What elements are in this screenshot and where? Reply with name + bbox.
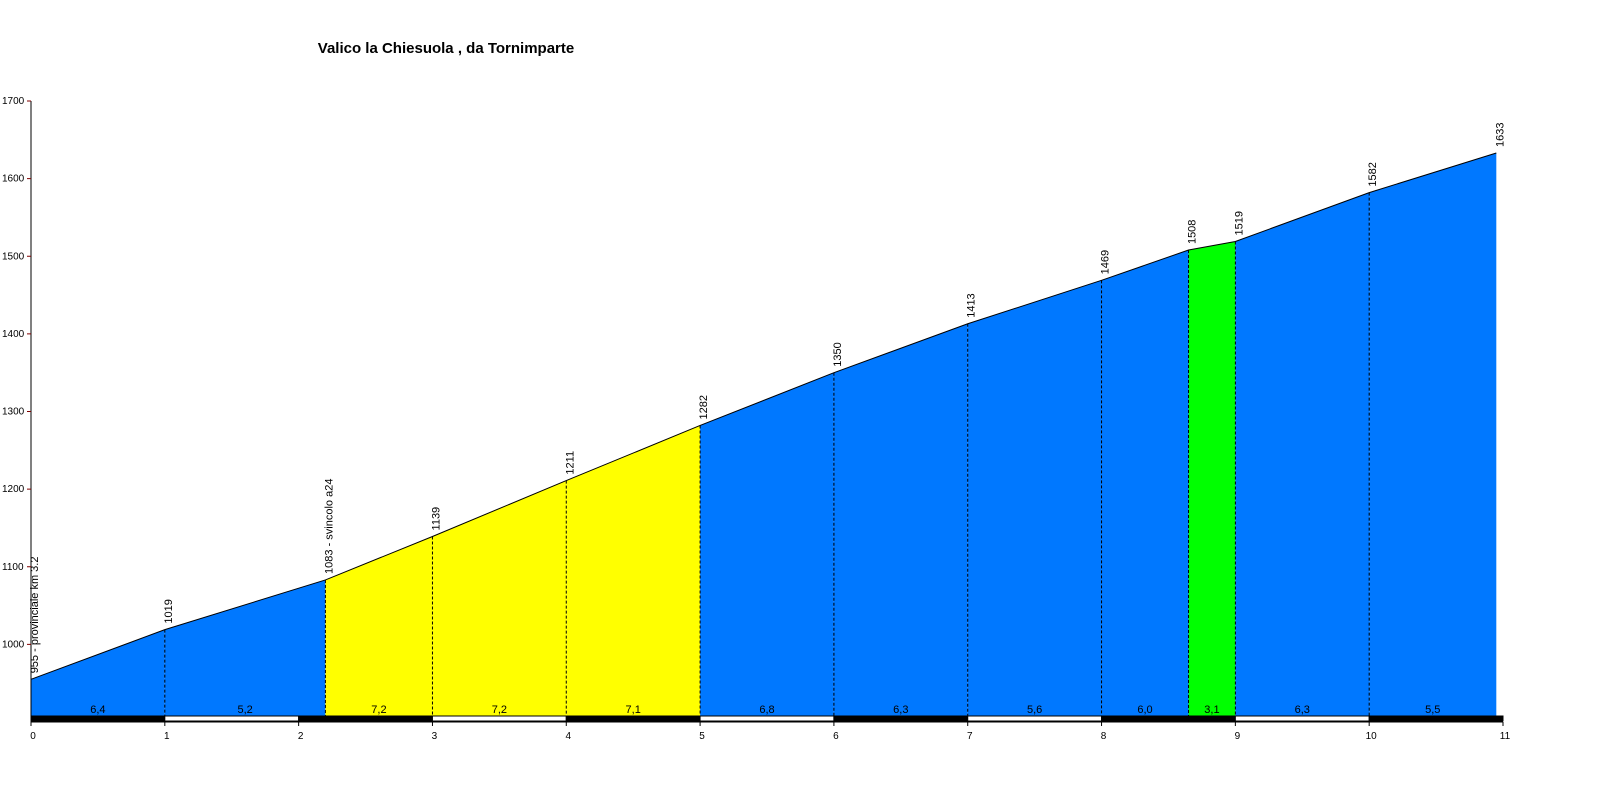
km-bar xyxy=(298,715,433,722)
x-tick-label: 0 xyxy=(30,731,36,742)
km-bar xyxy=(833,715,969,722)
grade-segment xyxy=(1188,241,1236,716)
grade-label: 5,2 xyxy=(237,704,252,716)
grade-label: 6,4 xyxy=(90,704,105,716)
km-bar xyxy=(30,715,166,722)
x-tick-label: 7 xyxy=(967,731,973,742)
grade-segment xyxy=(31,629,165,716)
elevation-label: 1282 xyxy=(698,395,710,419)
x-tick-label: 1 xyxy=(164,731,170,742)
elevation-label: 1582 xyxy=(1367,162,1379,186)
km-bar xyxy=(699,715,835,722)
grade-label: 3,1 xyxy=(1204,704,1219,716)
grade-label: 5,5 xyxy=(1425,704,1440,716)
y-tick-label: 1200 xyxy=(2,484,25,495)
y-tick-label: 1500 xyxy=(2,251,25,262)
grade-segment xyxy=(700,372,834,716)
grade-segment xyxy=(432,480,567,716)
grade-segment xyxy=(325,536,433,716)
elevation-label: 1633 xyxy=(1494,123,1506,147)
grade-segment xyxy=(1369,153,1497,717)
x-tick-label: 9 xyxy=(1235,731,1241,742)
x-tick-label: 3 xyxy=(432,731,438,742)
y-tick-label: 1100 xyxy=(2,562,24,573)
x-tick-label: 11 xyxy=(1500,731,1511,742)
grade-label: 6,8 xyxy=(759,704,774,716)
x-tick-label: 6 xyxy=(833,731,839,742)
x-tick-label: 8 xyxy=(1101,731,1107,742)
grade-segment xyxy=(833,323,968,716)
km-bar xyxy=(967,715,1103,722)
x-tick-label: 4 xyxy=(565,731,571,742)
elevation-label: 1211 xyxy=(564,451,576,475)
elevation-label: 1139 xyxy=(430,507,442,531)
elevation-label: 1019 xyxy=(163,599,175,623)
y-tick-label: 1300 xyxy=(2,407,25,418)
grade-label: 7,2 xyxy=(371,704,386,716)
x-tick-label: 5 xyxy=(699,731,705,742)
grade-label: 6,3 xyxy=(893,704,908,716)
x-tick-label: 2 xyxy=(298,731,304,742)
km-bar xyxy=(164,715,300,722)
grade-label: 7,1 xyxy=(626,704,641,716)
grade-segment xyxy=(566,425,701,716)
grade-segment xyxy=(1235,192,1370,716)
chart-title: Valico la Chiesuola , da Tornimparte xyxy=(318,40,574,57)
grade-segment xyxy=(967,280,1102,716)
elevation-label: 1469 xyxy=(1100,250,1112,274)
elevation-label: 1350 xyxy=(832,342,844,366)
x-tick-label: 10 xyxy=(1366,731,1378,742)
grade-segment xyxy=(164,579,326,716)
elevation-label: 1083 - svincolo a24 xyxy=(323,479,335,574)
km-bar xyxy=(1234,715,1370,722)
km-bar xyxy=(1101,715,1236,722)
km-bar xyxy=(431,715,567,722)
y-tick-label: 1600 xyxy=(2,174,25,185)
km-bar xyxy=(1368,715,1504,722)
elevation-label: 1413 xyxy=(966,293,978,317)
grade-label: 6,3 xyxy=(1295,704,1310,716)
y-tick-label: 1700 xyxy=(2,96,25,107)
grade-label: 7,2 xyxy=(492,704,507,716)
elevation-label: 1508 xyxy=(1187,220,1199,244)
y-tick-label: 1400 xyxy=(2,329,25,340)
y-tick-label: 1000 xyxy=(2,639,25,650)
elevation-label: 1519 xyxy=(1233,211,1245,235)
elevation-label: 955 - provinciale km 3.2 xyxy=(29,557,41,674)
grade-segment xyxy=(1101,250,1189,717)
grade-label: 5,6 xyxy=(1027,704,1042,716)
grade-label: 6,0 xyxy=(1137,704,1152,716)
km-bar xyxy=(565,715,701,722)
